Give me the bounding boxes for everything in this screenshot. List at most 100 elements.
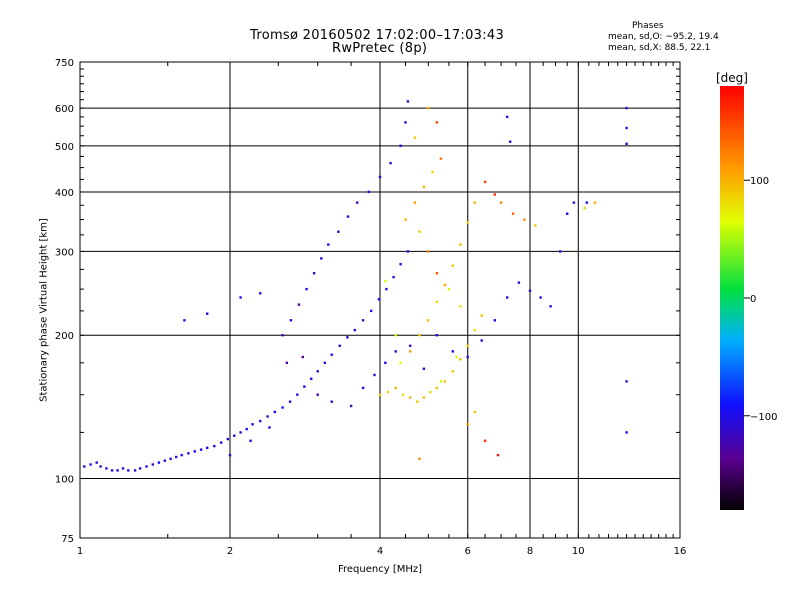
data-point [239,296,242,299]
data-point [377,298,381,301]
data-point [427,319,430,322]
data-point [483,439,487,442]
data-point [625,380,628,383]
data-point [483,180,487,184]
grid-lines [80,62,680,538]
data-point [373,373,376,377]
data-point [451,264,454,267]
data-point [346,215,350,218]
data-point [389,161,392,165]
data-point [251,423,254,426]
data-point [169,457,172,460]
data-point [157,461,161,464]
data-point [384,361,387,364]
data-point [323,361,326,364]
data-point [549,305,552,308]
data-point [399,361,402,364]
data-point [466,355,469,359]
data-point [451,370,454,373]
data-point [466,221,469,224]
data-point [384,279,387,283]
data-point [394,350,397,353]
data-point [625,126,628,130]
data-point [297,303,301,306]
x-tick-label: 1 [77,546,83,557]
data-point [451,350,454,353]
data-point [361,386,365,390]
data-point [511,212,515,215]
colorbar-tick-label: 100 [750,176,769,187]
data-point [151,463,154,466]
axis-tick-labels: 1 2 4 6 8 10 16 75 100 200 300 400 500 600 750 [55,58,686,557]
data-point [226,437,229,441]
data-point [459,305,462,308]
data-point [431,171,434,174]
y-tick-label: 100 [55,475,74,486]
data-point [447,287,451,291]
data-point [206,312,209,315]
y-tick-label: 75 [61,534,74,545]
data-point [356,201,359,204]
data-point [409,350,412,353]
x-tick-label: 10 [572,546,585,557]
data-point [409,396,412,399]
data-point [427,106,430,110]
y-tick-label: 600 [55,104,74,115]
data-point [330,353,333,356]
data-point [95,461,98,464]
data-point [320,257,323,260]
data-point [506,296,509,299]
x-tick-label: 6 [465,546,471,557]
data-point [281,406,284,409]
data-point [187,452,190,455]
x-tick-label: 8 [527,546,533,557]
data-point [539,296,542,299]
data-point [175,455,178,459]
y-tick-label: 200 [55,331,74,342]
data-point [399,144,402,147]
data-point [418,457,421,460]
data-point [422,396,426,399]
data-point [273,410,276,414]
data-point [583,206,586,210]
data-point [105,467,108,470]
data-point [394,386,397,390]
y-tick-label: 500 [55,142,74,153]
data-point [233,434,236,437]
data-point [338,344,341,347]
data-point [385,287,388,291]
data-point [110,469,114,472]
data-point [493,193,496,196]
data-point [443,380,447,383]
data-point [145,465,148,468]
data-point [509,140,512,143]
data-point [193,450,196,453]
data-point [330,400,333,403]
data-point [422,185,426,188]
data-point [239,431,242,434]
data-point [435,300,438,304]
data-point [378,175,382,179]
data-point [121,467,125,470]
data-point [245,427,248,431]
data-point [528,289,532,292]
data-point [316,370,319,373]
data-point [585,201,588,204]
chart-subtitle: RwPretec (8p) [332,41,428,56]
data-point [305,287,308,291]
data-point [213,444,216,448]
data-point [301,355,304,359]
data-point [409,344,412,347]
data-point [480,314,483,317]
data-point [220,441,223,444]
data-point [435,121,438,124]
data-point [386,390,390,394]
data-point [259,419,262,423]
data-point [473,201,476,204]
data-point [427,250,430,253]
data-point [99,465,102,468]
data-point [406,250,410,253]
data-point [378,393,382,396]
data-point [349,404,353,408]
colorbar-labels: [deg] 100 0 −100 [716,71,777,423]
